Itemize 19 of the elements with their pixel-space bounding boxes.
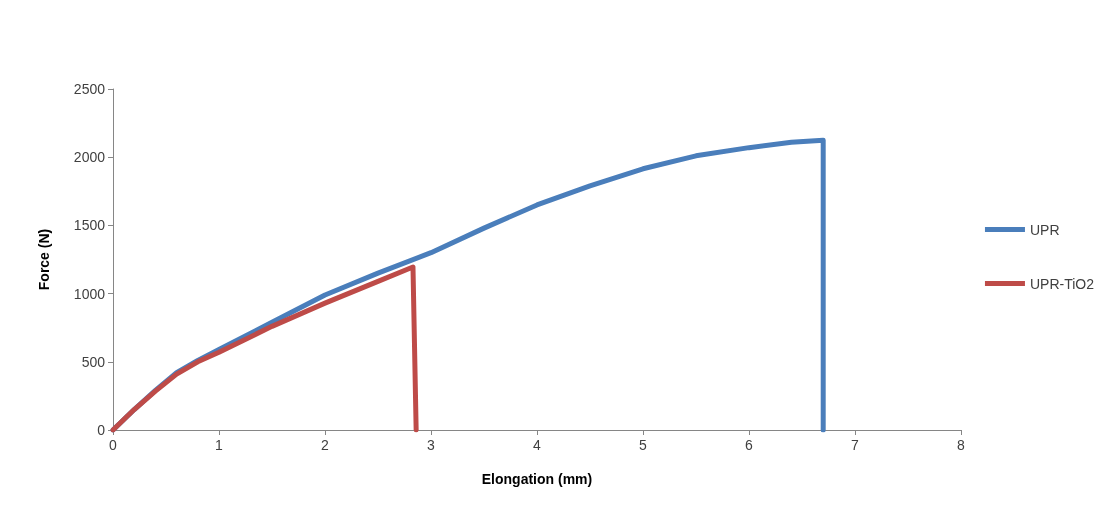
y-tick-label: 1000: [73, 285, 106, 302]
x-tick-label: 7: [851, 437, 860, 453]
y-tick-label: 2000: [73, 149, 106, 166]
x-tick-label: 8: [957, 437, 966, 453]
x-tick-label: 6: [745, 437, 754, 453]
legend-label: UPR: [1029, 221, 1060, 238]
legend-label: UPR-TiO2: [1029, 275, 1095, 292]
x-tick-label: 0: [109, 437, 118, 453]
y-tick-label: 1500: [73, 217, 106, 234]
x-tick-label: 2: [321, 437, 330, 453]
x-tick-label: 1: [215, 437, 224, 453]
y-tick-label: 500: [81, 353, 106, 370]
x-tick-label: 3: [427, 437, 436, 453]
x-tick-label: 5: [639, 437, 648, 453]
y-tick-label: 2500: [73, 81, 106, 97]
y-tick-label: 0: [97, 422, 106, 438]
x-axis-title: Elongation (mm): [481, 471, 593, 487]
y-axis-title: Force (N): [36, 228, 52, 291]
x-tick-label: 4: [533, 437, 542, 453]
